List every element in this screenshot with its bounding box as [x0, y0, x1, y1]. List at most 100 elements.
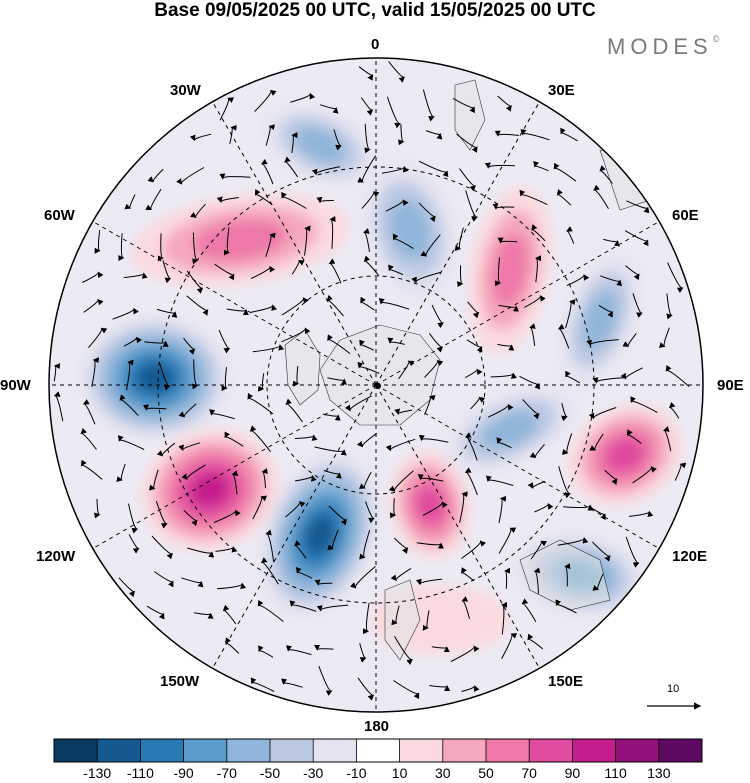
wind-arrow — [359, 643, 367, 663]
wind-arrow — [385, 438, 416, 452]
wind-arrow — [311, 166, 340, 176]
wind-arrow — [216, 582, 247, 590]
wind-arrow — [561, 433, 573, 455]
wind-arrow — [281, 678, 303, 688]
lon-label-30e: 30E — [548, 82, 575, 99]
wind-arrow — [247, 392, 274, 415]
wind-arrow — [416, 578, 443, 586]
wind-arrow — [461, 567, 475, 582]
wind-arrow — [394, 635, 413, 665]
wind-arrow — [465, 190, 478, 222]
wind-arrow — [464, 368, 483, 379]
japan-coast — [519, 539, 611, 611]
wind-arrow — [186, 270, 204, 294]
wind-arrow — [599, 165, 613, 184]
bering-high-contour-3 — [416, 486, 444, 524]
wind-arrow — [316, 604, 349, 612]
colorbar — [53, 738, 703, 763]
siberia-low-contour-2 — [482, 411, 538, 449]
wind-arrow — [492, 203, 515, 210]
scandinavia-high-contour-2 — [491, 234, 529, 306]
wind-arrow — [294, 540, 307, 559]
wind-arrow — [364, 123, 371, 154]
wind-arrow — [417, 474, 444, 482]
wind-arrow — [457, 265, 464, 288]
wind-arrow — [388, 264, 404, 276]
wind-arrow — [357, 155, 377, 183]
wind-arrow — [214, 263, 235, 281]
wind-arrow — [487, 403, 514, 418]
wind-arrow — [329, 216, 336, 249]
wind-arrow — [591, 541, 611, 562]
map-title: Base 09/05/2025 00 UTC, valid 15/05/2025… — [154, 0, 596, 21]
colorbar-tick-label: 50 — [478, 765, 494, 781]
wind-arrow — [632, 293, 643, 318]
wind-arrow — [326, 294, 344, 317]
wind-arrow — [557, 537, 589, 546]
wind-arrow — [527, 480, 546, 489]
wind-arrow — [626, 429, 642, 444]
wind-arrow — [394, 408, 413, 415]
wind-arrow — [358, 471, 372, 489]
wind-arrow — [668, 401, 680, 419]
wind-arrow — [254, 189, 273, 206]
wind-arrow — [281, 297, 309, 316]
wind-arrow — [91, 357, 99, 387]
wind-arrow — [356, 432, 378, 448]
wind-arrow — [464, 467, 478, 496]
wind-arrow — [94, 229, 101, 254]
wind-arrow — [416, 542, 444, 549]
wind-arrow — [560, 127, 578, 142]
wind-arrow — [431, 646, 450, 653]
colorbar-swatch — [442, 739, 487, 762]
wind-arrow — [378, 298, 410, 310]
wind-arrow — [624, 230, 649, 247]
wind-arrow — [411, 271, 442, 284]
wind-arrow — [222, 604, 237, 625]
northeast-pacific-high-contour-4 — [191, 473, 229, 507]
wind-arrow — [119, 394, 139, 417]
wind-arrow — [181, 464, 206, 481]
wind-arrow — [593, 184, 609, 209]
lon-label-60e: 60E — [672, 207, 699, 224]
wind-arrow — [461, 685, 480, 692]
wind-arrow — [662, 426, 672, 452]
wind-arrow — [178, 403, 197, 418]
north-atlantic-low-contour-2 — [295, 127, 345, 163]
wind-arrow — [363, 228, 370, 252]
wind-arrow — [533, 567, 541, 594]
wind-arrow — [178, 442, 201, 452]
colorbar-tick-label: -110 — [126, 765, 154, 781]
wind-arrow — [191, 359, 199, 390]
meridian-line-11 — [210, 98, 377, 386]
wind-arrow — [260, 557, 279, 585]
wind-arrow — [431, 304, 444, 329]
wind-arrow — [124, 194, 136, 210]
colorbar-swatch — [529, 739, 573, 762]
wind-arrow — [285, 645, 312, 656]
wind-arrow — [80, 427, 97, 450]
wind-arrow — [470, 396, 486, 410]
lon-label-120e: 120E — [672, 548, 708, 565]
wind-arrow — [265, 124, 275, 146]
colorbar-swatch — [270, 739, 314, 762]
wind-arrow — [328, 505, 347, 526]
wind-arrow — [357, 677, 375, 701]
wind-arrow — [291, 260, 305, 275]
wind-arrow — [314, 644, 334, 651]
colorbar-tick-label: 90 — [564, 765, 581, 781]
wind-arrow — [284, 156, 299, 178]
wind-arrow — [562, 504, 594, 511]
wind-arrow — [561, 402, 568, 422]
wind-arrow — [250, 677, 275, 692]
wind-arrow — [490, 372, 517, 379]
wind-arrow — [183, 337, 196, 355]
meridian-line-7 — [210, 384, 377, 672]
wind-arrow — [53, 391, 64, 422]
ural-low-contour-2 — [582, 291, 618, 349]
wind-arrow — [598, 304, 613, 318]
wind-arrow — [327, 529, 339, 551]
colorbar-swatch — [313, 739, 357, 762]
colorbar-swatch — [486, 739, 530, 762]
wind-arrow — [592, 377, 625, 384]
